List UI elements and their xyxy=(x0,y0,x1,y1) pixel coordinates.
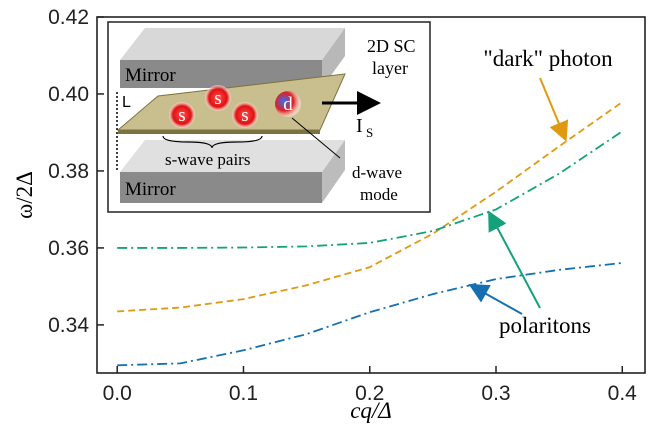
inset-label: mode xyxy=(360,185,398,204)
sc-layer-edge xyxy=(118,130,320,134)
y-tick-label: 0.38 xyxy=(48,160,89,183)
annotation-arrow xyxy=(540,78,565,138)
inset-label: layer xyxy=(372,58,408,78)
inset-label: Mirror xyxy=(125,65,176,86)
inset-label: d-wave xyxy=(352,163,402,182)
inset-label: d xyxy=(283,94,293,115)
y-tick-label: 0.34 xyxy=(48,314,89,337)
inset-label: L xyxy=(122,94,131,111)
chart: cq/Δ ω/2Δ "dark" photon polaritons Mirro… xyxy=(0,0,650,433)
y-tick-label: 0.36 xyxy=(48,237,89,260)
inset-label: s xyxy=(241,105,248,126)
annotation: "dark" photon xyxy=(483,46,613,71)
inset-label: S xyxy=(366,125,373,140)
inset-label: Mirror xyxy=(125,179,176,200)
x-tick-label: 0.2 xyxy=(355,382,384,405)
x-tick-label: 0.0 xyxy=(103,382,132,405)
inset-label: 2D SC xyxy=(367,36,416,56)
y-tick-label: 0.40 xyxy=(48,83,89,106)
mirror xyxy=(120,28,345,60)
inset-label: s xyxy=(214,88,221,109)
inset: Mirror Mirror 2D SC layer L s s s d I S … xyxy=(108,22,430,212)
annotation-arrow xyxy=(472,286,522,314)
x-tick-label: 0.1 xyxy=(229,382,258,405)
x-tick-label: 0.3 xyxy=(481,382,510,405)
y-tick-label: 0.42 xyxy=(48,6,89,29)
inset-label: I xyxy=(356,115,363,137)
annotation: polaritons xyxy=(499,313,591,338)
x-tick-label: 0.4 xyxy=(608,382,638,405)
inset-label: s xyxy=(178,105,185,126)
annotation-arrow xyxy=(490,214,540,308)
inset-label: s-wave pairs xyxy=(165,150,250,169)
y-axis-label: ω/2Δ xyxy=(12,171,37,219)
